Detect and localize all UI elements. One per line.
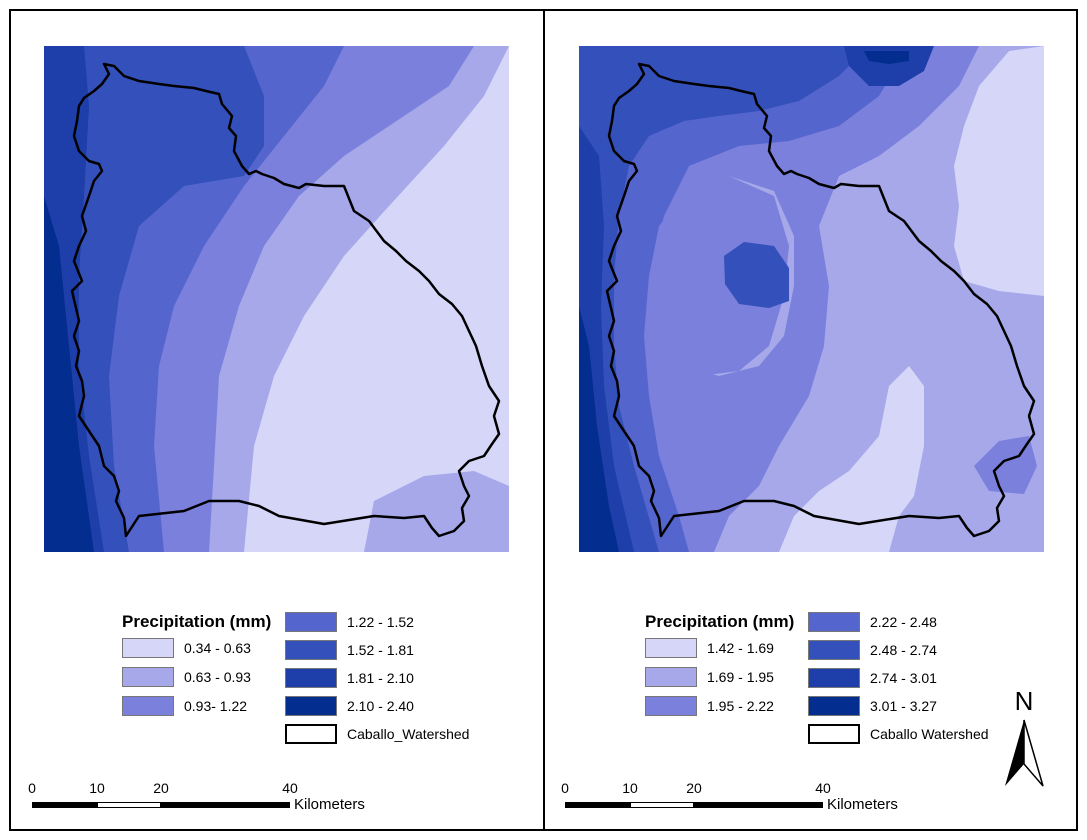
left-watershed-boundary xyxy=(70,62,501,538)
scale-unit: Kilometers xyxy=(827,796,898,813)
right-zone-3.01-3.27-north xyxy=(864,51,909,64)
scale-segment xyxy=(565,802,630,808)
scale-segment xyxy=(97,802,161,808)
legend-swatch xyxy=(285,640,337,660)
legend-label: 1.22 - 1.52 xyxy=(347,614,414,630)
legend-swatch xyxy=(808,668,860,688)
right-zone-2.22-2.48 xyxy=(579,46,909,552)
legend-outline-swatch xyxy=(285,724,337,744)
right-zone-1.42-1.69-south xyxy=(779,366,924,552)
scale-segment xyxy=(32,802,97,808)
legend-label: 2.48 - 2.74 xyxy=(870,642,937,658)
legend-label: 1.81 - 2.10 xyxy=(347,670,414,686)
legend-swatch xyxy=(808,696,860,716)
scale-tick: 40 xyxy=(815,780,831,796)
legend-swatch xyxy=(285,668,337,688)
legend-swatch xyxy=(122,696,174,716)
scale-unit: Kilometers xyxy=(294,796,365,813)
legend-label: 0.63 - 0.93 xyxy=(184,669,251,685)
left-legend-title: Precipitation (mm) xyxy=(122,612,272,631)
scale-tick: 10 xyxy=(89,780,105,796)
legend-label: Caballo Watershed xyxy=(870,726,989,742)
legend-swatch xyxy=(645,667,697,687)
legend-label: 0.34 - 0.63 xyxy=(184,640,251,656)
scale-tick: 0 xyxy=(561,780,569,796)
north-arrow-icon xyxy=(1005,719,1044,787)
legend-label: 1.69 - 1.95 xyxy=(707,669,774,685)
right-watershed-boundary xyxy=(605,62,1036,538)
left-precipitation-map xyxy=(44,46,509,552)
left-zone-1.52-1.81 xyxy=(44,46,264,552)
right-legend-title: Precipitation (mm) xyxy=(645,612,795,631)
legend-label: 3.01 - 3.27 xyxy=(870,698,937,714)
legend-swatch xyxy=(122,667,174,687)
right-precipitation-map xyxy=(579,46,1044,552)
legend-swatch xyxy=(285,696,337,716)
legend-swatch xyxy=(285,612,337,632)
legend-label: Caballo_Watershed xyxy=(347,726,470,742)
scale-tick: 20 xyxy=(686,780,702,796)
right-zone-2.48-2.74-pocket xyxy=(724,242,789,308)
legend-swatch xyxy=(645,696,697,716)
legend-swatch xyxy=(808,640,860,660)
scale-tick: 10 xyxy=(622,780,638,796)
left-zone-0.63-0.93-southeast xyxy=(364,471,509,552)
scale-segment xyxy=(161,802,290,808)
north-arrow: N xyxy=(1002,688,1046,788)
north-label: N xyxy=(1014,686,1034,716)
scale-segment xyxy=(694,802,823,808)
left-zone-2.10-2.40 xyxy=(44,196,94,552)
scale-segment xyxy=(630,802,694,808)
right-scale-bar: 0 10 20 40 Kilometers xyxy=(561,780,925,814)
legend-swatch xyxy=(808,612,860,632)
legend-label: 1.95 - 2.22 xyxy=(707,698,774,714)
legend-label: 2.10 - 2.40 xyxy=(347,698,414,714)
right-zone-3.01-3.27-west xyxy=(579,306,619,552)
legend-label: 2.74 - 3.01 xyxy=(870,670,937,686)
right-zone-1.42-1.69-northeast xyxy=(954,46,1044,296)
scale-tick: 20 xyxy=(153,780,169,796)
scale-tick: 40 xyxy=(282,780,298,796)
legend-swatch xyxy=(645,638,697,658)
legend-outline-swatch xyxy=(808,724,860,744)
legend-label: 1.42 - 1.69 xyxy=(707,640,774,656)
legend-label: 2.22 - 2.48 xyxy=(870,614,937,630)
left-scale-bar: 0 10 20 40 Kilometers xyxy=(28,780,392,814)
legend-swatch xyxy=(122,638,174,658)
scale-tick: 0 xyxy=(28,780,36,796)
legend-label: 0.93- 1.22 xyxy=(184,698,248,714)
right-zone-1.95-2.22-interior xyxy=(649,176,789,376)
legend-label: 1.52 - 1.81 xyxy=(347,642,414,658)
